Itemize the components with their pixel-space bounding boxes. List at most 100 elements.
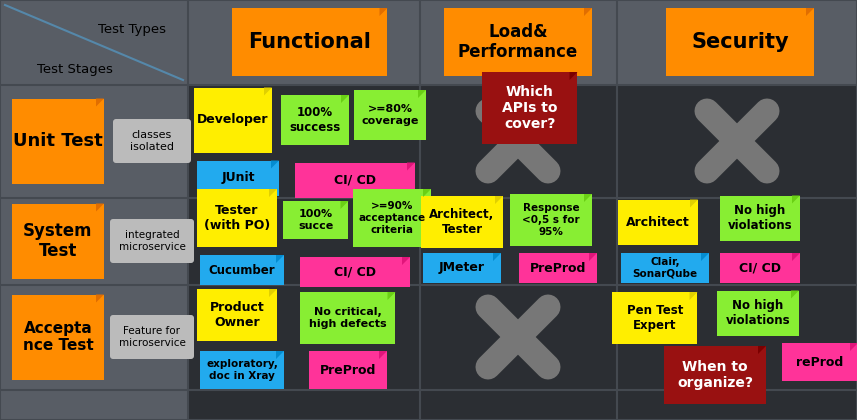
Text: Architect: Architect [626,215,690,228]
Polygon shape [701,253,709,261]
Polygon shape [407,163,415,171]
FancyBboxPatch shape [188,285,420,390]
Polygon shape [353,189,431,247]
Text: JMeter: JMeter [439,262,485,275]
Polygon shape [341,95,349,103]
Text: PreProd: PreProd [530,262,586,275]
Text: Product
Owner: Product Owner [210,301,264,329]
Text: No high
violations: No high violations [726,299,790,327]
Text: classes
isolated: classes isolated [130,130,174,152]
Polygon shape [295,163,415,197]
Polygon shape [720,195,800,241]
FancyBboxPatch shape [110,219,194,263]
Text: No high
violations: No high violations [728,204,793,232]
Text: JUnit: JUnit [221,171,255,184]
Polygon shape [197,189,277,247]
Text: Pen Test
Expert: Pen Test Expert [626,304,683,332]
Polygon shape [12,99,104,184]
Polygon shape [806,8,814,16]
Polygon shape [421,196,503,248]
FancyBboxPatch shape [110,315,194,359]
Polygon shape [276,255,284,263]
Polygon shape [584,194,592,202]
Polygon shape [570,72,578,80]
Polygon shape [96,294,104,302]
Text: CI/ CD: CI/ CD [334,173,376,186]
Polygon shape [197,289,277,341]
FancyBboxPatch shape [617,85,857,198]
FancyBboxPatch shape [420,285,617,390]
Polygon shape [717,291,799,336]
Polygon shape [12,204,104,278]
Polygon shape [284,201,349,239]
Text: Functional: Functional [249,32,371,52]
Polygon shape [850,343,857,351]
Polygon shape [418,90,426,98]
Polygon shape [444,8,592,76]
Text: Feature for
microservice: Feature for microservice [118,326,185,348]
FancyBboxPatch shape [188,390,420,420]
FancyBboxPatch shape [617,285,857,390]
Text: CI/ CD: CI/ CD [334,265,376,278]
Text: >=80%
coverage: >=80% coverage [362,104,419,126]
Text: Unit Test: Unit Test [13,132,103,150]
Text: >=90%
acceptance
criteria: >=90% acceptance criteria [358,202,426,235]
Polygon shape [200,351,284,389]
Polygon shape [758,346,766,354]
Polygon shape [618,200,698,244]
FancyBboxPatch shape [188,85,420,198]
Polygon shape [423,253,501,283]
Polygon shape [621,253,709,283]
Polygon shape [340,201,349,209]
Polygon shape [12,294,104,380]
FancyBboxPatch shape [113,119,191,163]
FancyBboxPatch shape [420,390,617,420]
Polygon shape [690,292,698,300]
Polygon shape [493,253,501,261]
Polygon shape [782,343,857,381]
Text: 100%
succe: 100% succe [298,209,333,231]
Polygon shape [584,8,592,16]
Polygon shape [519,253,597,283]
Polygon shape [613,292,698,344]
Text: reProd: reProd [796,355,843,368]
Polygon shape [380,8,387,16]
Polygon shape [792,253,800,261]
Polygon shape [309,351,387,389]
Text: Architect,
Tester: Architect, Tester [429,208,494,236]
Text: exploratory,
doc in Xray: exploratory, doc in Xray [206,359,278,381]
Text: Accepta
nce Test: Accepta nce Test [22,321,93,353]
Polygon shape [792,195,800,204]
Text: No critical,
high defects: No critical, high defects [309,307,387,329]
Polygon shape [197,160,279,195]
Polygon shape [269,189,277,197]
Polygon shape [200,255,284,285]
Text: Cucumber: Cucumber [209,263,275,276]
Polygon shape [690,200,698,207]
Text: PreProd: PreProd [320,363,376,376]
Polygon shape [666,8,814,76]
Text: Load&
Performance: Load& Performance [458,23,578,61]
Polygon shape [482,72,578,144]
Polygon shape [354,90,426,140]
Text: System
Test: System Test [23,222,93,260]
Polygon shape [276,351,284,359]
FancyBboxPatch shape [617,198,857,285]
Text: Tester
(with PO): Tester (with PO) [204,204,270,232]
Text: When to
organize?: When to organize? [677,360,753,390]
Polygon shape [423,189,431,197]
Polygon shape [96,99,104,107]
Polygon shape [301,292,395,344]
Polygon shape [281,95,349,145]
Text: Test Types: Test Types [98,24,165,37]
Polygon shape [379,351,387,359]
Polygon shape [791,291,799,299]
Text: Response
<0,5 s for
95%: Response <0,5 s for 95% [522,203,580,236]
Text: Test Stages: Test Stages [37,63,113,76]
Polygon shape [720,253,800,283]
Text: Clair,
SonarQube: Clair, SonarQube [632,257,698,279]
Text: Which
APIs to
cover?: Which APIs to cover? [502,85,558,131]
Text: 100%
success: 100% success [290,106,340,134]
Polygon shape [96,204,104,212]
Polygon shape [510,194,592,246]
